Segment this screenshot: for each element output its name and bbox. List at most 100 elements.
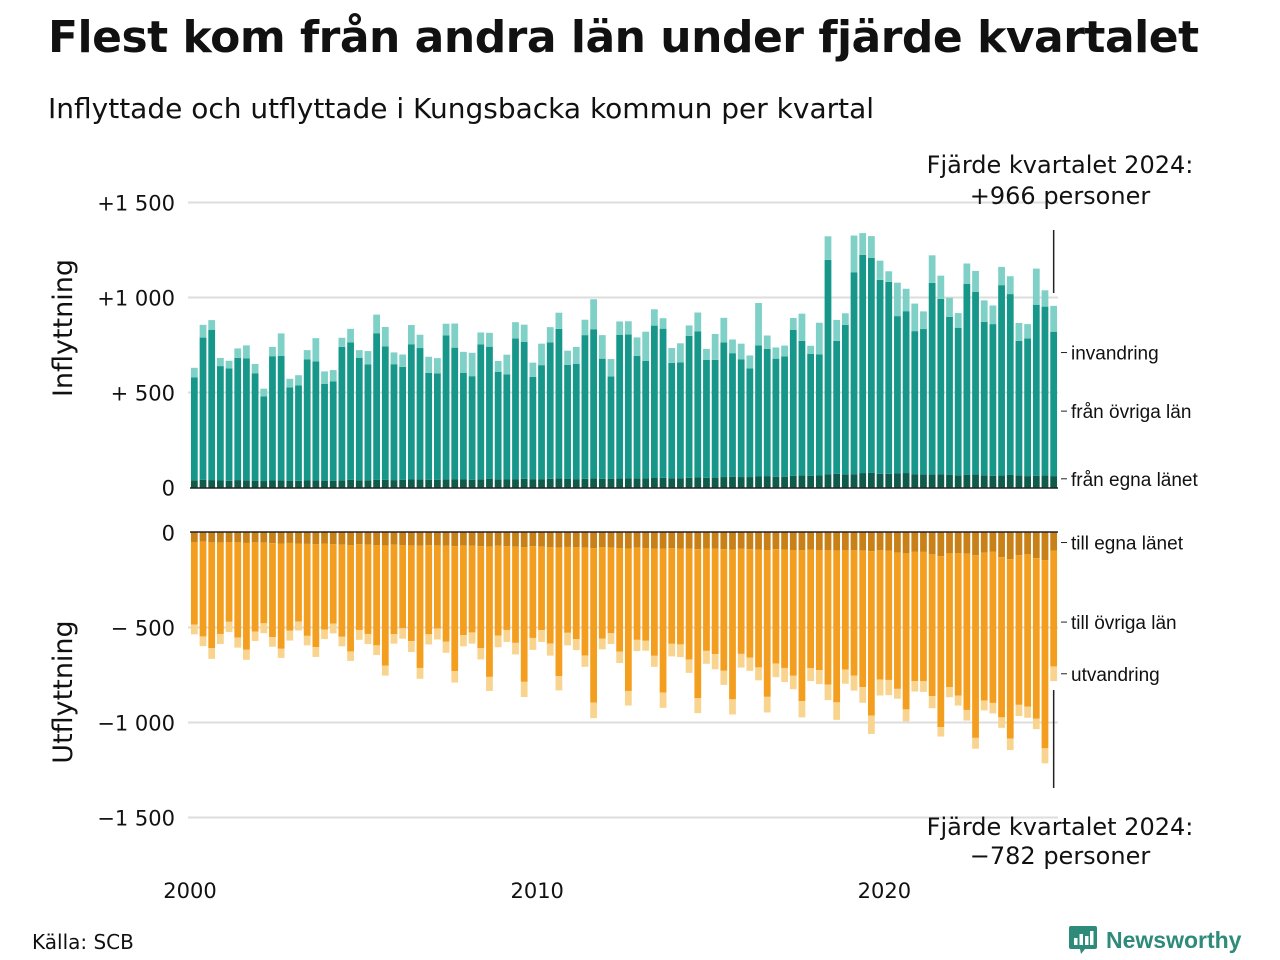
bar-out-2 bbox=[789, 675, 797, 690]
bar-out-1 bbox=[729, 549, 736, 700]
bar-out-2 bbox=[1015, 704, 1023, 717]
bar-in-1 bbox=[425, 372, 433, 480]
bar-out-1 bbox=[841, 549, 849, 670]
bar-in-1 bbox=[694, 331, 702, 478]
bar-out-1 bbox=[329, 544, 337, 624]
bar-out-2 bbox=[251, 631, 259, 641]
bar-in-0 bbox=[763, 476, 771, 488]
bar-out-1 bbox=[1050, 550, 1058, 667]
bar-in-1 bbox=[607, 376, 615, 479]
bar-out-0 bbox=[251, 532, 259, 543]
bar-out-2 bbox=[598, 638, 606, 650]
bar-in-0 bbox=[381, 479, 389, 488]
bar-out-0 bbox=[260, 532, 268, 543]
bar-in-1 bbox=[477, 344, 485, 480]
bar-in-2 bbox=[1050, 305, 1058, 332]
bar-out-2 bbox=[303, 635, 311, 646]
bar-out-0 bbox=[243, 532, 250, 543]
y-tick-label: −1 500 bbox=[97, 807, 175, 831]
bar-in-0 bbox=[1050, 476, 1058, 488]
bar-in-2 bbox=[989, 305, 997, 325]
bar-out-1 bbox=[312, 544, 320, 648]
bar-out-0 bbox=[555, 532, 563, 548]
bar-out-1 bbox=[442, 545, 450, 642]
bar-out-2 bbox=[685, 659, 693, 673]
bar-out-1 bbox=[581, 547, 589, 656]
bar-in-0 bbox=[442, 479, 450, 488]
bar-in-1 bbox=[859, 254, 867, 474]
bar-in-2 bbox=[642, 331, 650, 361]
bar-out-0 bbox=[607, 532, 615, 548]
bar-out-2 bbox=[555, 676, 563, 691]
bar-out-1 bbox=[407, 545, 415, 642]
bar-in-2 bbox=[737, 343, 745, 360]
bar-in-1 bbox=[685, 335, 693, 478]
bar-in-2 bbox=[416, 334, 424, 349]
bar-out-0 bbox=[928, 532, 936, 555]
bar-in-0 bbox=[399, 479, 407, 488]
bar-out-2 bbox=[216, 633, 224, 645]
bar-out-1 bbox=[451, 546, 459, 672]
bar-out-1 bbox=[937, 556, 945, 728]
bar-out-0 bbox=[364, 532, 372, 545]
bar-in-0 bbox=[199, 479, 207, 488]
bar-in-0 bbox=[607, 478, 615, 488]
bar-in-0 bbox=[685, 477, 693, 488]
bar-in-2 bbox=[407, 325, 415, 345]
bar-out-0 bbox=[711, 532, 719, 549]
bar-out-0 bbox=[373, 532, 381, 546]
bar-in-1 bbox=[468, 376, 476, 480]
bar-out-1 bbox=[946, 553, 953, 688]
bar-in-1 bbox=[650, 325, 658, 478]
bar-out-0 bbox=[685, 532, 693, 549]
bar-in-1 bbox=[711, 359, 719, 478]
bar-in-2 bbox=[347, 328, 354, 343]
bar-out-0 bbox=[876, 532, 884, 551]
bar-in-2 bbox=[859, 233, 867, 255]
bar-in-1 bbox=[1015, 340, 1023, 476]
y-tick-label: −1 000 bbox=[97, 712, 175, 736]
bar-in-2 bbox=[807, 345, 815, 354]
bar-in-0 bbox=[321, 480, 328, 488]
bar-in-1 bbox=[364, 364, 372, 481]
bar-out-2 bbox=[876, 679, 884, 696]
bar-in-1 bbox=[989, 324, 997, 476]
bar-in-0 bbox=[555, 478, 563, 488]
bar-out-2 bbox=[616, 651, 624, 664]
bar-out-2 bbox=[373, 645, 381, 656]
bar-in-2 bbox=[286, 378, 294, 388]
bar-out-1 bbox=[677, 548, 684, 645]
bar-out-2 bbox=[572, 639, 580, 651]
bar-in-1 bbox=[763, 348, 771, 477]
bar-in-1 bbox=[972, 291, 979, 475]
bar-out-0 bbox=[303, 532, 311, 544]
bar-in-2 bbox=[269, 346, 276, 357]
bar-out-0 bbox=[598, 532, 606, 548]
bar-in-0 bbox=[251, 480, 259, 488]
bar-in-1 bbox=[451, 347, 459, 480]
bar-in-1 bbox=[486, 346, 493, 479]
bar-out-2 bbox=[321, 629, 328, 640]
bar-in-2 bbox=[468, 352, 476, 377]
y-tick-label: +1 500 bbox=[97, 192, 175, 216]
bar-in-2 bbox=[694, 312, 702, 332]
bar-in-1 bbox=[781, 356, 788, 477]
bar-in-1 bbox=[720, 342, 728, 478]
bar-out-2 bbox=[920, 681, 927, 692]
bar-in-2 bbox=[260, 388, 268, 397]
chart-bar-icon bbox=[1069, 926, 1097, 954]
bar-in-1 bbox=[590, 329, 598, 479]
bar-out-2 bbox=[894, 688, 901, 699]
bar-in-1 bbox=[876, 279, 884, 474]
bar-out-1 bbox=[321, 543, 328, 630]
bar-out-1 bbox=[920, 551, 927, 682]
bar-out-2 bbox=[928, 696, 936, 709]
bar-in-2 bbox=[373, 314, 381, 334]
bar-out-2 bbox=[494, 635, 502, 648]
bar-in-0 bbox=[260, 481, 268, 488]
brand-logo[interactable]: Newsworthy bbox=[1068, 924, 1241, 956]
bar-out-1 bbox=[642, 548, 650, 641]
bar-in-1 bbox=[329, 381, 337, 481]
bar-in-0 bbox=[650, 478, 658, 488]
bar-out-0 bbox=[329, 532, 337, 545]
